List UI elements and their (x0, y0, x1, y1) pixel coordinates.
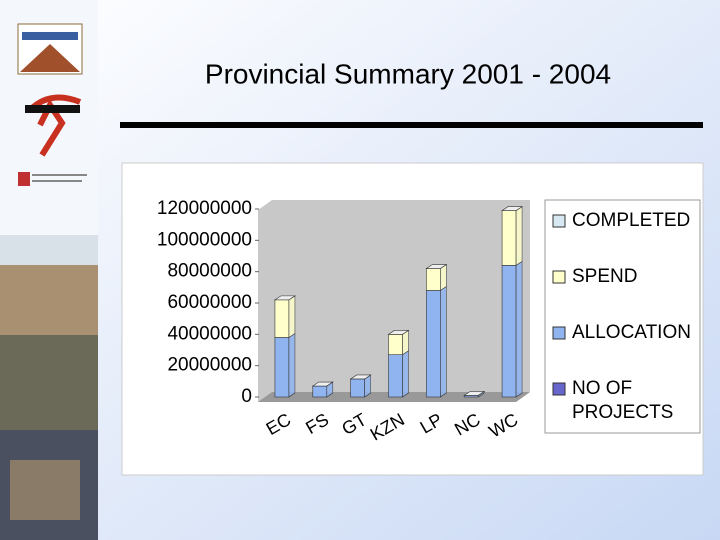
slide-title: Provincial Summary 2001 - 2004 (205, 58, 611, 89)
legend-swatch (552, 270, 566, 284)
y-tick-label: 80000000 (167, 261, 252, 282)
bar-side (402, 350, 409, 398)
y-tick-label: 100000000 (157, 229, 252, 250)
legend (544, 199, 701, 434)
bar-top (349, 374, 372, 380)
photo-strip (0, 235, 98, 540)
bar-top (425, 264, 448, 269)
y-tick-label: 120000000 (157, 198, 252, 219)
bar-side (288, 332, 296, 398)
bar-segment (501, 210, 517, 266)
bar-side (288, 295, 296, 339)
bar-segment (274, 337, 290, 398)
y-tick-label: 40000000 (167, 323, 252, 344)
bar-segment (388, 334, 403, 356)
bar-segment (426, 268, 441, 291)
y-tick-label: 20000000 (167, 355, 252, 376)
bar-top (387, 330, 410, 335)
bar-segment (274, 299, 290, 338)
y-tick-label: 60000000 (167, 292, 252, 313)
bar-side (440, 285, 447, 398)
legend-label: NO OF PROJECTS (572, 378, 673, 423)
bar-segment (426, 290, 441, 398)
y-tick-label: 0 (241, 386, 252, 407)
legend-label: COMPLETED (572, 210, 690, 231)
plot-wall (258, 200, 530, 402)
bar-side (515, 206, 523, 266)
bar-segment (350, 378, 365, 398)
legend-swatch (552, 326, 566, 340)
bar-top (463, 391, 486, 396)
bar-segment (501, 265, 517, 398)
legend-swatch (552, 382, 566, 396)
bar-side (440, 263, 447, 292)
bar-segment (388, 354, 403, 398)
legend-label: SPEND (572, 266, 637, 287)
bar-side (515, 260, 523, 398)
bar-top (501, 206, 524, 211)
bar-segment (312, 385, 328, 398)
legend-swatch (552, 214, 566, 228)
title-rule (120, 122, 703, 128)
bar-top (311, 381, 334, 387)
logos (17, 23, 87, 186)
bar-top (273, 295, 296, 301)
legend-label: ALLOCATION (572, 322, 691, 343)
